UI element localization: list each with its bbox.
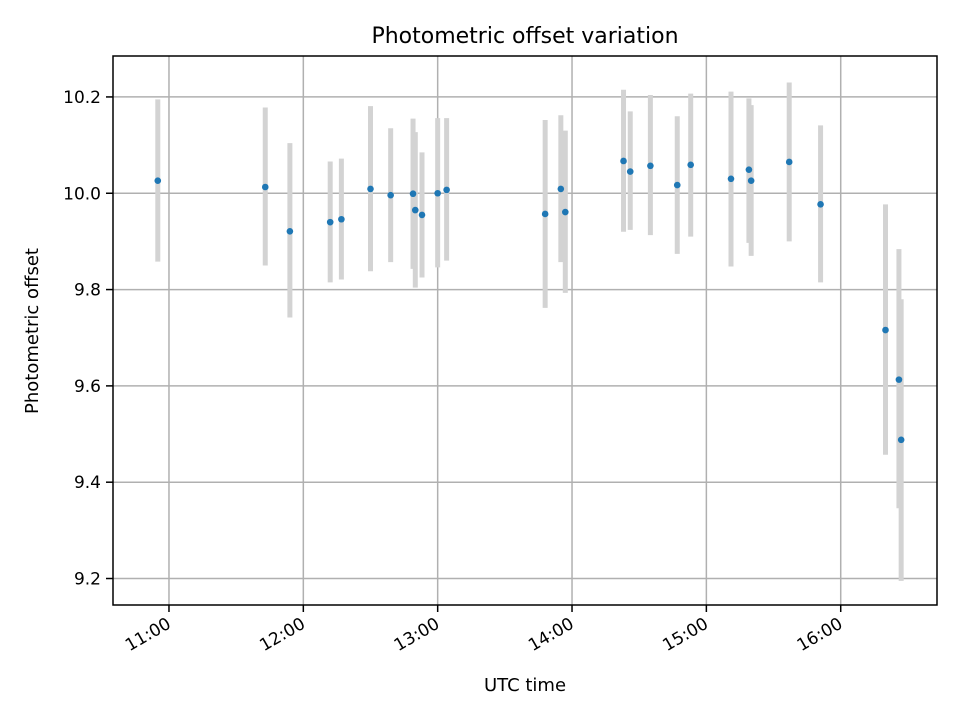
x-tick-label: 14:00 xyxy=(525,614,577,656)
y-tick-label: 9.4 xyxy=(74,473,101,493)
x-tick-label: 12:00 xyxy=(256,614,308,656)
data-point xyxy=(286,227,294,235)
x-tick-label: 16:00 xyxy=(794,614,846,656)
data-point xyxy=(418,211,426,219)
data-point xyxy=(326,218,334,226)
x-axis-label: UTC time xyxy=(484,675,566,696)
data-point xyxy=(541,210,549,218)
data-point xyxy=(745,166,753,173)
data-point xyxy=(895,376,903,383)
data-point xyxy=(434,189,441,197)
error-bars xyxy=(155,82,904,581)
y-tick-label: 10.0 xyxy=(63,184,101,204)
y-tick-label: 9.6 xyxy=(74,377,101,397)
y-axis-label: Photometric offset xyxy=(22,248,43,414)
data-point xyxy=(785,158,793,166)
data-point xyxy=(367,185,374,193)
data-point xyxy=(620,157,627,165)
y-tick-label: 9.8 xyxy=(74,281,101,301)
data-point xyxy=(443,186,450,194)
data-point xyxy=(154,177,162,185)
y-tick-label: 9.2 xyxy=(74,570,101,590)
data-point xyxy=(647,162,654,170)
data-point xyxy=(882,326,889,334)
data-point xyxy=(817,201,824,208)
data-point xyxy=(897,436,905,444)
y-axis-ticks: 9.2 9.4 9.6 9.8 10.0 10.2 xyxy=(63,88,113,590)
data-point xyxy=(687,161,694,169)
data-point xyxy=(727,175,735,183)
x-tick-label: 13:00 xyxy=(391,614,443,656)
data-point xyxy=(747,177,755,185)
data-points xyxy=(154,157,905,444)
y-tick-label: 10.2 xyxy=(63,88,101,108)
x-tick-label: 15:00 xyxy=(659,614,711,656)
plot-frame xyxy=(112,55,938,606)
data-point xyxy=(562,208,569,216)
data-point xyxy=(673,181,681,189)
data-point xyxy=(338,215,345,223)
data-point xyxy=(557,185,565,193)
data-point xyxy=(626,168,634,175)
x-tick-label: 11:00 xyxy=(122,614,174,656)
data-point xyxy=(411,206,419,214)
x-axis-ticks: 11:00 12:00 13:00 14:00 15:00 16:00 xyxy=(122,605,846,656)
data-point xyxy=(387,191,394,199)
data-point xyxy=(261,183,269,191)
grid xyxy=(113,56,937,605)
chart-title: Photometric offset variation xyxy=(371,24,678,49)
data-point xyxy=(409,190,417,198)
